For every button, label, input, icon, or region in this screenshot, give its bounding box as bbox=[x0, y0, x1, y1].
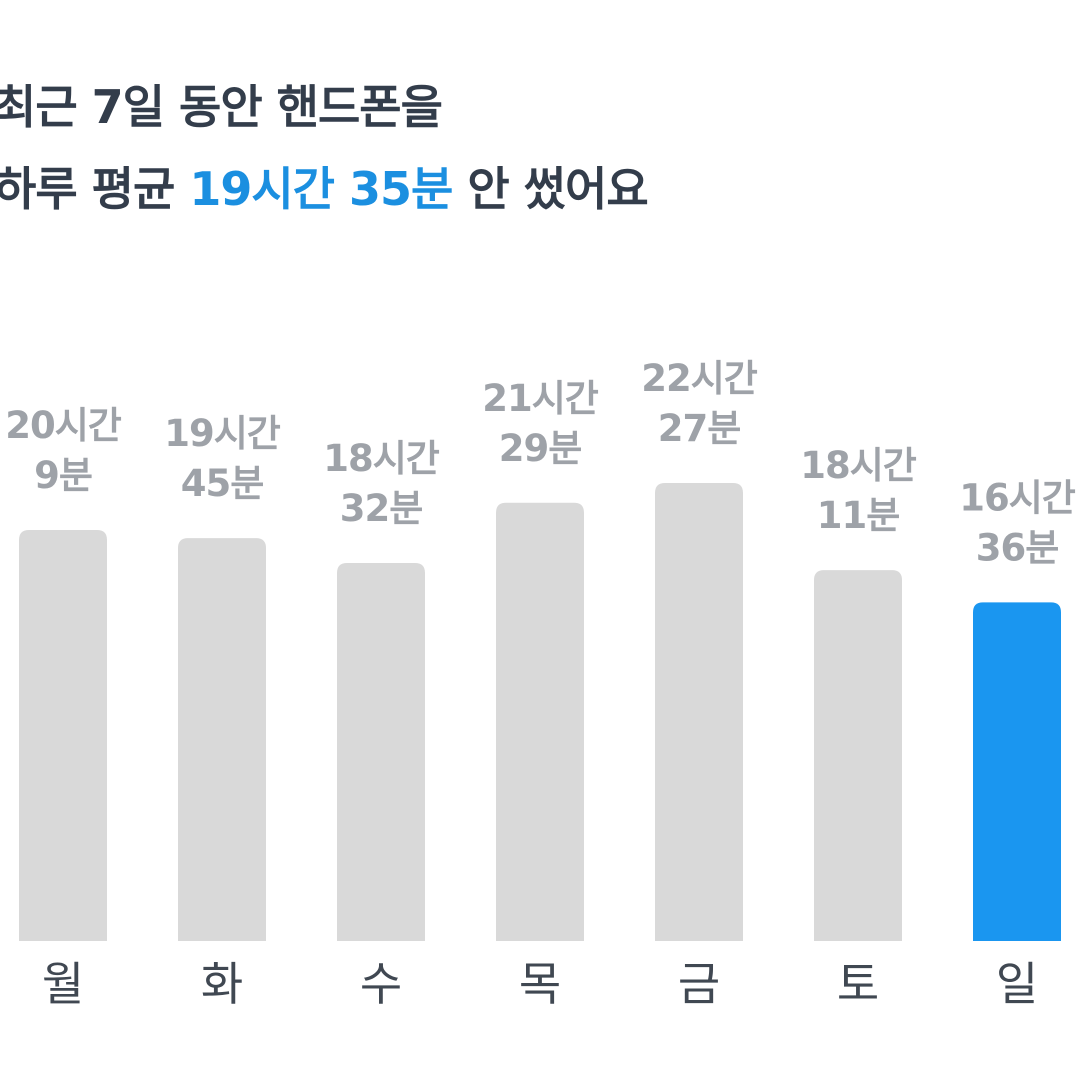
value-label-minutes: 11분 bbox=[817, 494, 900, 537]
day-label: 일 bbox=[996, 957, 1038, 1011]
day-label: 월 bbox=[42, 957, 84, 1011]
bar bbox=[814, 570, 902, 941]
day-label: 화 bbox=[201, 957, 243, 1011]
headline-prefix: 하루 평균 bbox=[0, 162, 190, 216]
value-label-hours: 18시간 bbox=[323, 437, 440, 480]
bar-highlight bbox=[973, 602, 1061, 941]
day-label: 수 bbox=[360, 957, 402, 1011]
day-label: 토 bbox=[837, 957, 879, 1011]
value-label-hours: 20시간 bbox=[5, 404, 122, 447]
headline-suffix: 안 썼어요 bbox=[452, 162, 648, 216]
value-label-hours: 16시간 bbox=[959, 476, 1076, 519]
bar bbox=[655, 483, 743, 941]
headline-line-2: 하루 평균 19시간 35분 안 썼어요 bbox=[0, 148, 649, 230]
value-label-hours: 18시간 bbox=[800, 444, 917, 487]
headline-highlight: 19시간 35분 bbox=[189, 162, 453, 216]
value-label-minutes: 9분 bbox=[34, 454, 92, 497]
bar bbox=[337, 562, 425, 941]
day-label: 목 bbox=[519, 957, 561, 1011]
bar bbox=[178, 538, 266, 941]
value-label-hours: 22시간 bbox=[641, 357, 758, 400]
day-label: 금 bbox=[678, 957, 720, 1011]
value-label-hours: 21시간 bbox=[482, 377, 599, 420]
value-label-minutes: 29분 bbox=[499, 427, 582, 470]
headline: 최근 7일 동안 핸드폰을 하루 평균 19시간 35분 안 썼어요 bbox=[0, 66, 649, 230]
value-label-hours: 19시간 bbox=[164, 412, 281, 455]
value-label-minutes: 32분 bbox=[340, 487, 423, 530]
value-label-minutes: 36분 bbox=[976, 526, 1059, 569]
value-label-minutes: 27분 bbox=[658, 407, 741, 450]
bar bbox=[496, 502, 584, 941]
bar bbox=[19, 529, 107, 941]
value-label-minutes: 45분 bbox=[181, 462, 264, 505]
headline-line-1: 최근 7일 동안 핸드폰을 bbox=[0, 80, 443, 134]
